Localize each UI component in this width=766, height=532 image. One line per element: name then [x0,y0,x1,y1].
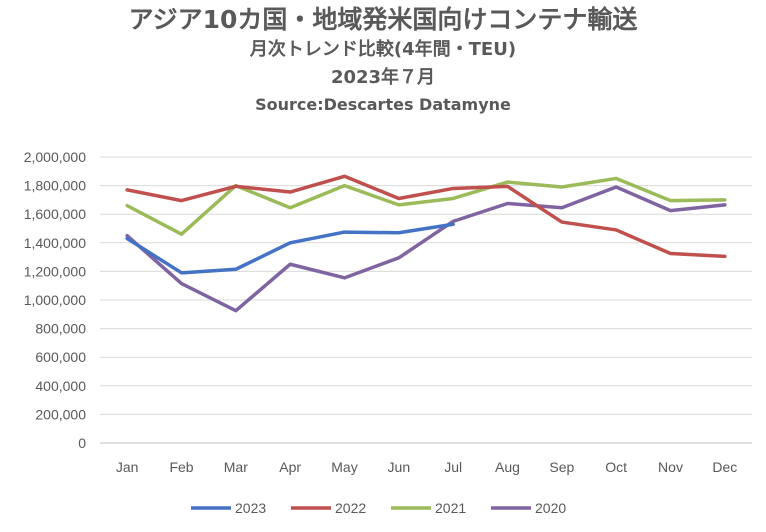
y-tick-label: 200,000 [35,406,86,422]
x-tick-label: Mar [224,459,248,475]
legend-label-2021: 2021 [435,500,466,516]
y-tick-label: 0 [78,435,86,451]
y-axis-tick-labels: 0 200,000 400,000 600,000 800,000 1,000,000 1,… [24,149,87,451]
chart-title: アジア10カ国・地域発米国向けコンテナ輸送 [128,5,638,34]
y-tick-label: 1,800,000 [24,178,86,194]
y-tick-label: 800,000 [35,321,86,337]
legend-label-2020: 2020 [535,500,566,516]
grid-lines [100,156,752,444]
x-tick-label: Jul [444,459,462,475]
chart-title-block: アジア10カ国・地域発米国向けコンテナ輸送 月次トレンド比較(4年間・TEU) … [0,4,766,118]
y-tick-label: 400,000 [35,378,86,394]
y-tick-label: 2,000,000 [24,149,86,165]
legend: 2023 2022 2021 2020 [191,500,566,516]
x-axis-tick-labels: Jan Feb Mar Apr May Jun Jul Aug Sep Oct Nov Dec [116,459,737,475]
y-tick-label: 1,000,000 [24,292,86,308]
x-tick-label: Aug [495,459,520,475]
legend-label-2022: 2022 [335,500,366,516]
series-line-2021 [125,176,727,236]
y-tick-label: 1,600,000 [24,206,86,222]
chart-source: Source:Descartes Datamyne [255,95,511,114]
y-tick-label: 600,000 [35,349,86,365]
x-tick-label: May [331,459,357,475]
series-line-2020 [125,185,727,313]
y-tick-label: 1,200,000 [24,263,86,279]
x-tick-label: Jan [116,459,139,475]
x-tick-label: Sep [549,459,574,475]
x-tick-label: Dec [712,459,737,475]
chart-subtitle: 月次トレンド比較(4年間・TEU) [249,39,517,60]
x-tick-label: Feb [169,459,193,475]
series-lines [125,174,727,313]
chart-date-label: 2023年７月 [330,67,436,88]
x-tick-label: Oct [605,459,627,475]
series-line-2022 [125,174,727,259]
x-tick-label: Nov [658,459,683,475]
y-tick-label: 1,400,000 [24,235,86,251]
x-tick-label: Apr [279,459,301,475]
series-line-2023 [125,222,455,275]
legend-label-2023: 2023 [235,500,266,516]
x-tick-label: Jun [388,459,411,475]
